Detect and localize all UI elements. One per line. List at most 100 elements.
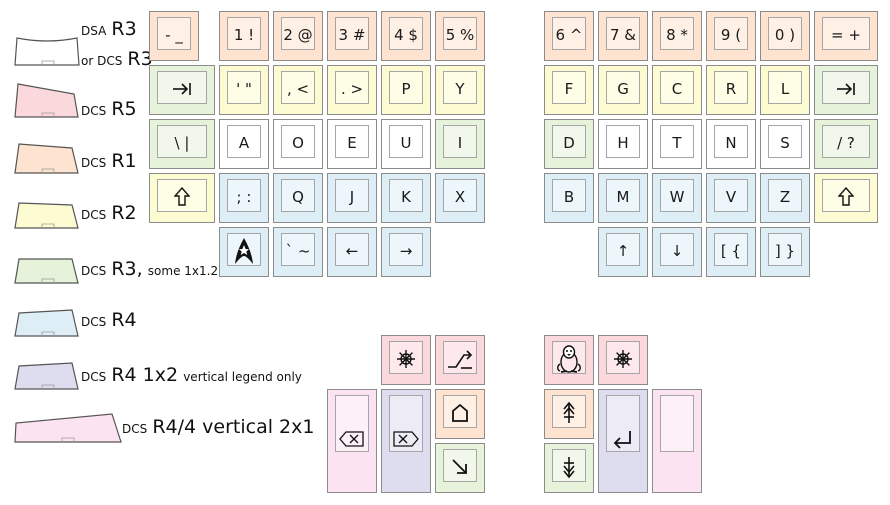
enter-icon bbox=[613, 430, 631, 449]
key-4[interactable]: 4 $ bbox=[381, 11, 431, 61]
legend-label-r5: DCS R5 bbox=[81, 98, 137, 120]
key-comma[interactable]: , < bbox=[273, 65, 323, 115]
key-0[interactable]: 0 ) bbox=[760, 11, 810, 61]
key-blank-right[interactable] bbox=[652, 389, 702, 493]
key-starfleet[interactable] bbox=[219, 227, 269, 277]
tux-icon bbox=[557, 345, 581, 373]
key-m[interactable]: M bbox=[598, 173, 648, 223]
key-legend: / ? bbox=[837, 134, 855, 153]
key-shift-left[interactable] bbox=[149, 173, 215, 223]
key-legend: D bbox=[563, 134, 575, 153]
key-r[interactable]: R bbox=[706, 65, 756, 115]
key-7[interactable]: 7 & bbox=[598, 11, 648, 61]
key-1[interactable]: 1 ! bbox=[219, 11, 269, 61]
key-legend: Z bbox=[779, 188, 791, 207]
key-arrow-down[interactable]: ↓ bbox=[652, 227, 702, 277]
key-helm-right[interactable] bbox=[598, 335, 648, 385]
key-semicolon[interactable]: ; : bbox=[219, 173, 269, 223]
key-tux[interactable] bbox=[544, 335, 594, 385]
key-shift-right[interactable] bbox=[814, 173, 878, 223]
key-j[interactable]: J bbox=[327, 173, 377, 223]
key-backslash[interactable]: \ | bbox=[149, 119, 215, 169]
key-legend: ← bbox=[345, 242, 359, 261]
key-legend: ` ~ bbox=[285, 242, 311, 261]
key-q[interactable]: Q bbox=[273, 173, 323, 223]
key-i[interactable]: I bbox=[435, 119, 485, 169]
key-d[interactable]: D bbox=[544, 119, 594, 169]
key-y[interactable]: Y bbox=[435, 65, 485, 115]
key-layer-switch[interactable] bbox=[435, 335, 485, 385]
key-home[interactable] bbox=[435, 389, 485, 439]
key-enter[interactable] bbox=[598, 389, 648, 493]
key-legend: ↓ bbox=[670, 242, 684, 261]
legend-label-or-dcs-r3: or DCS R3 bbox=[81, 48, 153, 70]
key-grave-tilde[interactable]: ` ~ bbox=[273, 227, 323, 277]
key-legend: E bbox=[347, 134, 357, 153]
key-period[interactable]: . > bbox=[327, 65, 377, 115]
key-arrow-left[interactable]: ← bbox=[327, 227, 377, 277]
home-icon bbox=[452, 403, 468, 422]
key-n[interactable]: N bbox=[706, 119, 756, 169]
key-left-bracket[interactable]: [ { bbox=[706, 227, 756, 277]
key-minus-underscore[interactable]: - _ bbox=[149, 11, 199, 61]
key-backspace[interactable] bbox=[327, 389, 377, 493]
key-e[interactable]: E bbox=[327, 119, 377, 169]
key-legend: Y bbox=[455, 80, 465, 99]
key-p[interactable]: P bbox=[381, 65, 431, 115]
keycap-profile-r3-icon bbox=[14, 258, 79, 284]
legend-label-r3: DCS R3, some 1x1.25 bbox=[81, 258, 226, 280]
key-legend: G bbox=[617, 80, 629, 99]
key-w[interactable]: W bbox=[652, 173, 702, 223]
legend-item-r5 bbox=[12, 80, 82, 120]
key-t[interactable]: T bbox=[652, 119, 702, 169]
page-up-icon bbox=[563, 401, 575, 424]
key-helm-left[interactable] bbox=[381, 335, 431, 385]
key-f[interactable]: F bbox=[544, 65, 594, 115]
key-u[interactable]: U bbox=[381, 119, 431, 169]
key-h[interactable]: H bbox=[598, 119, 648, 169]
key-page-down[interactable] bbox=[544, 443, 594, 493]
key-legend: = + bbox=[831, 26, 861, 45]
key-delete[interactable] bbox=[381, 389, 431, 493]
keycap-profile-r44-2x1-icon bbox=[14, 413, 122, 443]
key-legend: P bbox=[401, 80, 411, 99]
legend-label-r44-2x1: DCS R4/4 vertical 2x1 bbox=[122, 416, 315, 438]
key-right-bracket[interactable]: ] } bbox=[760, 227, 810, 277]
key-legend: I bbox=[457, 134, 463, 153]
key-b[interactable]: B bbox=[544, 173, 594, 223]
key-x[interactable]: X bbox=[435, 173, 485, 223]
key-slash-question[interactable]: / ? bbox=[814, 119, 878, 169]
key-v[interactable]: V bbox=[706, 173, 756, 223]
tab-icon bbox=[837, 83, 855, 96]
legend-label-r1: DCS R1 bbox=[81, 150, 137, 172]
tab-icon bbox=[173, 83, 191, 96]
key-2[interactable]: 2 @ bbox=[273, 11, 323, 61]
key-c[interactable]: C bbox=[652, 65, 702, 115]
key-l[interactable]: L bbox=[760, 65, 810, 115]
key-legend: → bbox=[399, 242, 413, 261]
key-z[interactable]: Z bbox=[760, 173, 810, 223]
key-s[interactable]: S bbox=[760, 119, 810, 169]
key-arrow-right[interactable]: → bbox=[381, 227, 431, 277]
key-page-up[interactable] bbox=[544, 389, 594, 439]
key-legend: 7 & bbox=[609, 26, 636, 45]
key-3[interactable]: 3 # bbox=[327, 11, 377, 61]
key-5[interactable]: 5 % bbox=[435, 11, 485, 61]
key-9[interactable]: 9 ( bbox=[706, 11, 756, 61]
key-o[interactable]: O bbox=[273, 119, 323, 169]
key-quote[interactable]: ' " bbox=[219, 65, 269, 115]
key-legend: 2 @ bbox=[283, 26, 313, 45]
key-equal-plus[interactable]: = + bbox=[814, 11, 878, 61]
keycap-profile-r4-icon bbox=[14, 309, 79, 337]
key-tab-left[interactable] bbox=[149, 65, 215, 115]
key-6[interactable]: 6 ^ bbox=[544, 11, 594, 61]
key-legend: 1 ! bbox=[233, 26, 255, 45]
key-g[interactable]: G bbox=[598, 65, 648, 115]
key-tab-right[interactable] bbox=[814, 65, 878, 115]
helm-icon bbox=[614, 350, 632, 369]
key-end[interactable] bbox=[435, 443, 485, 493]
key-a[interactable]: A bbox=[219, 119, 269, 169]
key-arrow-up[interactable]: ↑ bbox=[598, 227, 648, 277]
key-k[interactable]: K bbox=[381, 173, 431, 223]
key-8[interactable]: 8 * bbox=[652, 11, 702, 61]
